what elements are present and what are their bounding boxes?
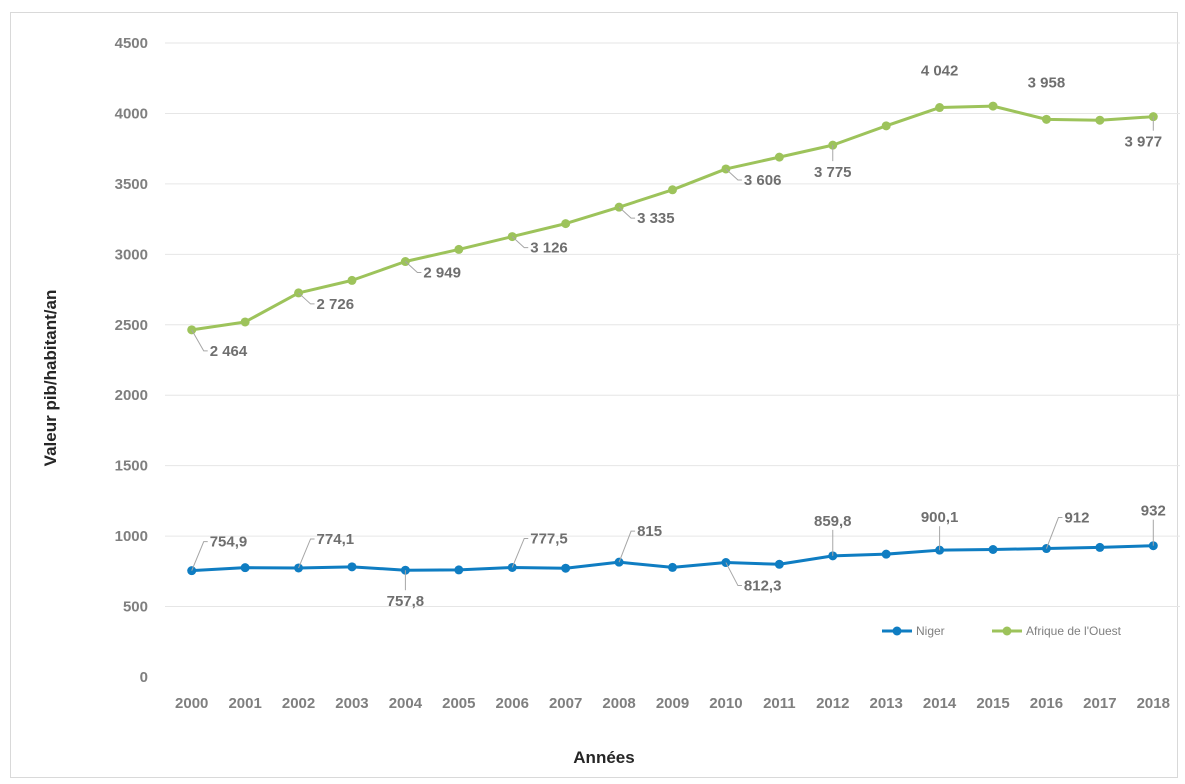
legend: Niger Afrique de l'Ouest <box>882 624 1122 638</box>
y-tick-label: 3000 <box>115 246 148 263</box>
data-point <box>1095 542 1105 552</box>
y-axis-title: Valeur pib/habitant/an <box>41 290 60 467</box>
label-leader-line <box>405 261 422 274</box>
series-afrique-de-l-ouest <box>187 101 1158 335</box>
data-point <box>454 565 464 575</box>
x-axis-title: Années <box>573 748 634 767</box>
x-tick-label: 2014 <box>923 695 957 712</box>
x-tick-label: 2011 <box>763 695 796 712</box>
y-tick-label: 500 <box>123 599 148 616</box>
label-leader-line <box>298 538 315 569</box>
x-tick-label: 2017 <box>1083 695 1116 712</box>
data-label: 3 977 <box>1125 134 1163 151</box>
data-point <box>881 549 891 559</box>
series <box>187 101 1158 576</box>
data-point <box>561 563 571 573</box>
data-label: 3 775 <box>814 164 852 181</box>
x-tick-label: 2001 <box>228 695 261 712</box>
data-label: 777,5 <box>530 530 568 547</box>
data-point <box>347 562 357 572</box>
data-label: 3 126 <box>530 240 568 257</box>
y-tick-label: 1500 <box>115 458 148 475</box>
data-point <box>774 152 784 162</box>
data-label: 3 958 <box>1028 74 1066 91</box>
series-niger <box>187 541 1158 576</box>
data-point <box>561 219 571 229</box>
x-tick-label: 2012 <box>816 695 849 712</box>
data-label: 4 042 <box>921 63 959 80</box>
data-point <box>240 317 250 327</box>
y-tick-label: 3500 <box>115 176 148 193</box>
legend-swatch-marker <box>892 626 902 636</box>
x-tick-label: 2008 <box>602 695 635 712</box>
label-leader-line <box>618 206 636 219</box>
x-tick-label: 2000 <box>175 695 208 712</box>
x-tick-label: 2013 <box>869 695 902 712</box>
y-tick-label: 2500 <box>115 317 148 334</box>
data-point <box>988 544 998 554</box>
legend-entry-niger: Niger <box>882 624 945 638</box>
data-label: 2 949 <box>423 265 461 282</box>
data-point <box>347 275 357 285</box>
x-tick-label: 2015 <box>976 695 1009 712</box>
data-point <box>668 562 677 572</box>
data-label: 2 726 <box>317 296 355 313</box>
x-tick-label: 2006 <box>496 695 529 712</box>
data-point <box>774 559 784 569</box>
y-tick-label: 4000 <box>115 105 148 122</box>
y-tick-label: 4500 <box>115 35 148 52</box>
label-leader-line <box>298 292 315 305</box>
data-point <box>454 244 464 254</box>
data-labels: 754,9 774,1 757,8 777,5 815 812,3 859,8 900,1 91… <box>191 63 1166 610</box>
data-point <box>1095 115 1105 125</box>
y-tick-label: 0 <box>140 669 148 686</box>
label-leader-line <box>725 168 742 181</box>
data-label: 754,9 <box>210 534 248 551</box>
y-axis-ticks: 0 500 1000 1500 2000 2500 3000 3500 4000 4500 <box>115 35 148 686</box>
x-tick-label: 2018 <box>1137 695 1170 712</box>
label-leader-line <box>725 562 742 587</box>
x-tick-label: 2010 <box>709 695 742 712</box>
label-leader-line <box>618 530 636 563</box>
x-tick-label: 2016 <box>1030 695 1063 712</box>
legend-label: Afrique de l'Ouest <box>1026 624 1122 638</box>
x-tick-label: 2003 <box>335 695 368 712</box>
data-label: 774,1 <box>317 531 355 548</box>
data-point <box>668 185 677 195</box>
x-tick-label: 2002 <box>282 695 315 712</box>
data-point <box>935 103 945 113</box>
data-point <box>240 563 250 573</box>
legend-entry-afrique-de-l-ouest: Afrique de l'Ouest <box>992 624 1122 638</box>
x-tick-label: 2005 <box>442 695 475 712</box>
gridlines <box>165 42 1180 608</box>
label-leader-line <box>191 329 208 352</box>
legend-label: Niger <box>916 624 945 638</box>
data-label: 815 <box>637 523 662 540</box>
data-label: 3 335 <box>637 210 675 227</box>
data-label: 757,8 <box>387 593 425 610</box>
label-leader-line <box>191 541 208 571</box>
data-label: 2 464 <box>210 343 248 360</box>
y-tick-label: 2000 <box>115 387 148 404</box>
label-leader-line <box>511 236 529 249</box>
data-label: 3 606 <box>744 172 782 189</box>
data-point <box>507 562 517 572</box>
data-label: 859,8 <box>814 513 852 530</box>
data-point <box>988 101 998 111</box>
label-leader-line <box>1045 517 1063 549</box>
data-label: 812,3 <box>744 578 782 595</box>
data-label: 932 <box>1141 503 1166 520</box>
data-point <box>881 121 891 131</box>
legend-swatch-marker <box>1002 626 1012 636</box>
data-point <box>1041 114 1051 124</box>
data-label: 912 <box>1064 510 1089 527</box>
x-tick-label: 2009 <box>656 695 689 712</box>
y-tick-label: 1000 <box>115 528 148 545</box>
data-label: 900,1 <box>921 509 959 526</box>
label-leader-line <box>511 537 529 568</box>
x-tick-label: 2007 <box>549 695 582 712</box>
x-tick-label: 2004 <box>389 695 423 712</box>
x-axis-ticks: 2000 2001 2002 2003 2004 2005 2006 2007 2008 2009… <box>175 695 1170 712</box>
